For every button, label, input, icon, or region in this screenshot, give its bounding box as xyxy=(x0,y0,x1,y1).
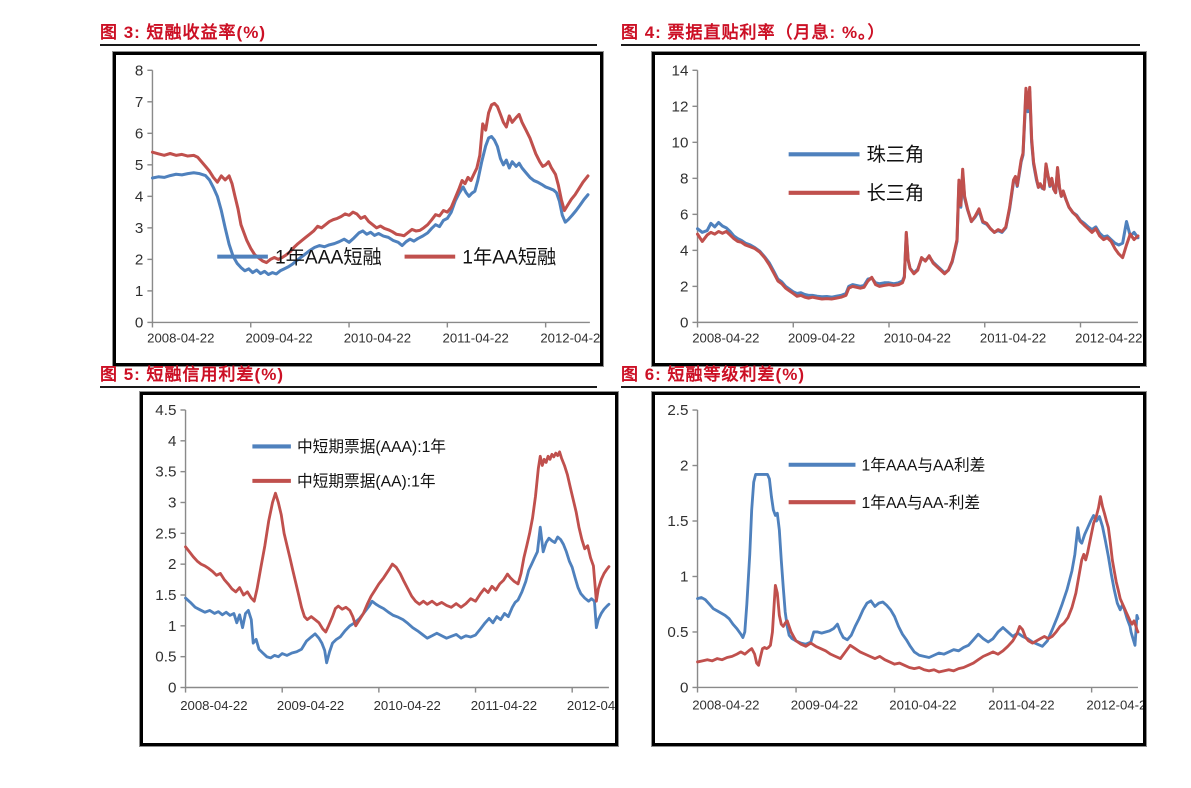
x-tick-label: 2012-04-22 xyxy=(1075,331,1142,346)
y-tick-label: 4 xyxy=(135,188,143,205)
series-line xyxy=(184,525,611,665)
y-tick-label: 1 xyxy=(168,618,176,635)
y-tick-label: 5 xyxy=(135,157,143,174)
figure-3-caption: 图 3: 短融收益率(%) xyxy=(100,18,597,46)
x-tick-label: 2009-04-22 xyxy=(791,698,858,713)
x-tick-label: 2012-04-22 xyxy=(567,698,615,713)
y-tick-label: 0 xyxy=(680,680,688,697)
legend-label: 中短期票据(AAA):1年 xyxy=(297,438,446,456)
y-tick-label: 12 xyxy=(672,98,689,115)
y-tick-label: 4 xyxy=(680,242,688,259)
legend-label: 1年AA与AA-利差 xyxy=(862,494,981,512)
x-tick-label: 2010-04-22 xyxy=(344,331,411,346)
y-tick-label: 8 xyxy=(135,62,143,79)
legend-label: 1年AAA与AA利差 xyxy=(862,456,986,474)
x-tick-label: 2008-04-22 xyxy=(692,698,759,713)
figure-4-caption: 图 4: 票据直贴利率（月息: %。） xyxy=(621,18,1140,46)
y-tick-label: 2 xyxy=(135,251,143,268)
figure-5-plot: 0 0.5 1 1.5 2 2.5 3 3.5 4 4.5 2008-04-22 2009-04-22… xyxy=(155,402,615,713)
series-line xyxy=(150,134,590,277)
x-tick-label: 2012-04-22 xyxy=(540,331,600,346)
x-tick-label: 2008-04-22 xyxy=(180,698,247,713)
figure-3-chart: 0 1 2 3 4 5 6 7 8 2008-04-22 2009-04-22 2010-04-22 2… xyxy=(113,52,603,366)
y-tick-label: 8 xyxy=(680,170,688,187)
x-tick-label: 2011-04-22 xyxy=(471,698,537,713)
y-tick-label: 1 xyxy=(135,283,143,300)
y-tick-label: 0.5 xyxy=(155,649,176,666)
figure-4-chart: 0 2 4 6 8 10 12 14 2008-04-22 2009-04-22 2010-04-2… xyxy=(652,52,1146,366)
legend-label: 长三角 xyxy=(867,183,925,205)
figure-5-chart: 0 0.5 1 1.5 2 2.5 3 3.5 4 4.5 2008-04-22 2009-04-22… xyxy=(140,392,618,746)
legend-label: 1年AA短融 xyxy=(462,247,556,269)
x-tick-label: 2010-04-22 xyxy=(374,698,441,713)
legend-label: 珠三角 xyxy=(867,144,925,166)
y-tick-label: 2 xyxy=(168,556,176,573)
x-tick-label: 2010-04-22 xyxy=(889,698,956,713)
figure-3-plot: 0 1 2 3 4 5 6 7 8 2008-04-22 2009-04-22 2010-04-22 2… xyxy=(135,62,600,346)
y-tick-label: 3 xyxy=(168,495,176,512)
x-tick-label: 2009-04-22 xyxy=(277,698,344,713)
y-tick-label: 2 xyxy=(680,458,688,475)
legend-label: 1年AAA短融 xyxy=(275,247,382,269)
series-line xyxy=(696,85,1140,301)
y-tick-label: 4 xyxy=(168,433,176,450)
y-tick-label: 1.5 xyxy=(667,513,688,530)
y-tick-label: 6 xyxy=(680,206,688,223)
y-tick-label: 0.5 xyxy=(667,624,688,641)
y-tick-label: 0 xyxy=(680,314,688,331)
y-tick-label: 2.5 xyxy=(155,525,176,542)
figure-6-plot: 0 0.5 1 1.5 2 2.5 2008-04-22 2009-04-22 2010-04-… xyxy=(667,402,1143,713)
figure-6-caption: 图 6: 短融等级利差(%) xyxy=(621,360,1140,388)
x-tick-label: 2012-04-22 xyxy=(1086,698,1143,713)
x-tick-label: 2008-04-22 xyxy=(692,331,759,346)
y-tick-label: 7 xyxy=(135,94,143,111)
series-line xyxy=(184,450,611,634)
figure-4-plot: 0 2 4 6 8 10 12 14 2008-04-22 2009-04-22 2010-04-2… xyxy=(672,62,1143,346)
y-tick-label: 6 xyxy=(135,125,143,142)
y-tick-label: 1 xyxy=(680,569,688,586)
figure-6-chart: 0 0.5 1 1.5 2 2.5 2008-04-22 2009-04-22 2010-04-… xyxy=(652,392,1146,746)
legend-label: 中短期票据(AA):1年 xyxy=(297,473,436,491)
y-tick-label: 0 xyxy=(168,680,176,697)
x-tick-label: 2011-04-22 xyxy=(988,698,1054,713)
y-tick-label: 2.5 xyxy=(667,402,688,419)
y-tick-label: 3 xyxy=(135,220,143,237)
y-tick-label: 3.5 xyxy=(155,464,176,481)
y-tick-label: 2 xyxy=(680,278,688,295)
x-tick-label: 2009-04-22 xyxy=(788,331,855,346)
x-tick-label: 2008-04-22 xyxy=(147,331,214,346)
figure-5-caption: 图 5: 短融信用利差(%) xyxy=(100,360,597,388)
series-line xyxy=(696,473,1140,659)
y-tick-label: 4.5 xyxy=(155,402,176,419)
y-tick-label: 1.5 xyxy=(155,587,176,604)
series-line xyxy=(696,495,1140,674)
y-tick-label: 14 xyxy=(672,62,689,79)
series-line xyxy=(150,101,590,265)
x-tick-label: 2011-04-22 xyxy=(980,331,1046,346)
y-tick-label: 10 xyxy=(672,134,689,151)
x-tick-label: 2010-04-22 xyxy=(884,331,951,346)
x-tick-label: 2009-04-22 xyxy=(245,331,312,346)
x-tick-label: 2011-04-22 xyxy=(443,331,509,346)
y-tick-label: 0 xyxy=(135,314,143,331)
